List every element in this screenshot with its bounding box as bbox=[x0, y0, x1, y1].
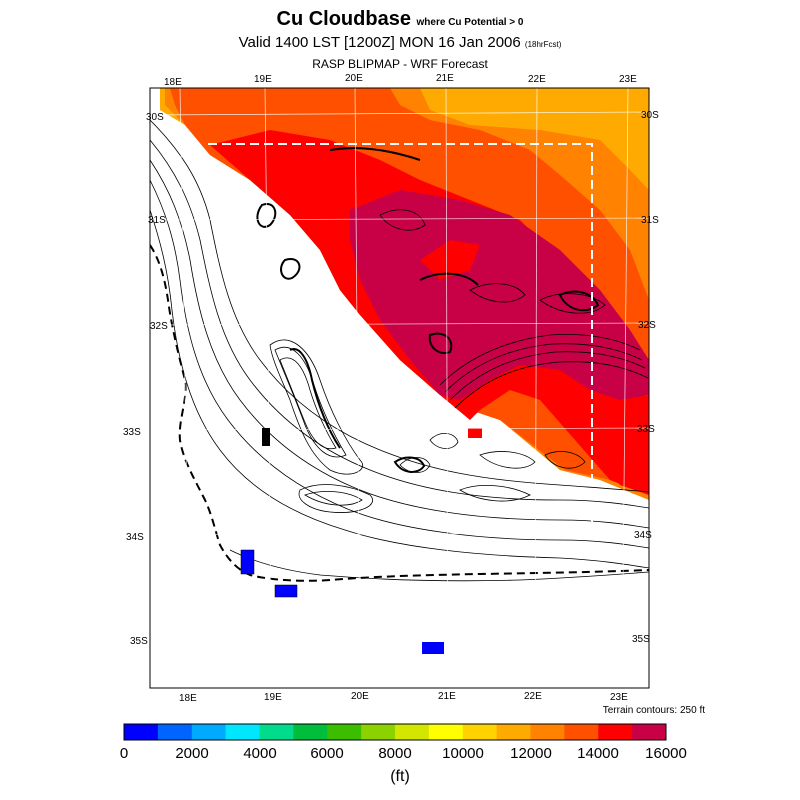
lat-label-left: 34S bbox=[126, 532, 144, 543]
lat-label-left: 35S bbox=[130, 636, 148, 647]
colorbar-cell bbox=[157, 724, 193, 740]
colorbar-tick-label: 10000 bbox=[442, 745, 484, 762]
lat-label-left: 33S bbox=[123, 427, 141, 438]
inner-domain-boundary bbox=[208, 143, 593, 540]
lat-label-right: 31S bbox=[641, 215, 659, 226]
lon-label-bottom: 23E bbox=[610, 692, 628, 703]
colorbar-cell bbox=[225, 724, 261, 740]
colorbar-cell bbox=[530, 724, 565, 740]
colorbar-frame bbox=[123, 723, 667, 741]
lon-label-top: 21E bbox=[436, 73, 454, 84]
colorbar-tick-label: 8000 bbox=[378, 745, 412, 762]
colorbar-tick-label: 4000 bbox=[243, 745, 277, 762]
field-red-inner bbox=[420, 240, 480, 280]
title-main: Cu Cloudbase bbox=[276, 8, 411, 30]
lat-label-left: 30S bbox=[146, 112, 164, 123]
field-crimson bbox=[350, 190, 649, 400]
lat-label-right: 35S bbox=[632, 634, 650, 645]
terrain-contours-note: Terrain contours: 250 ft bbox=[602, 705, 705, 716]
colorbar-cell bbox=[191, 724, 227, 740]
colorbar-cell bbox=[361, 724, 396, 740]
lon-label-top: 18E bbox=[164, 77, 182, 88]
colorbar-tick-label: 2000 bbox=[175, 745, 209, 762]
coastline bbox=[150, 244, 649, 582]
field-red-cell bbox=[468, 428, 482, 438]
lon-label-top: 20E bbox=[345, 73, 363, 84]
valid-text: Valid 1400 LST [1200Z] MON 16 Jan 2006 bbox=[238, 34, 521, 51]
forecast-tag: (18hrFcst) bbox=[524, 40, 562, 49]
lat-label-right: 32S bbox=[638, 320, 656, 331]
colorbar-cell bbox=[293, 724, 328, 740]
colorbar-cell bbox=[259, 724, 294, 740]
colorbar-cell bbox=[327, 724, 362, 740]
lon-label-top: 22E bbox=[528, 74, 546, 85]
colorbar-cell bbox=[496, 724, 532, 740]
lon-label-bottom: 19E bbox=[264, 692, 282, 703]
colorbar-cell bbox=[598, 724, 633, 740]
lat-label-left: 31S bbox=[148, 215, 166, 226]
cloudbase-field bbox=[160, 88, 649, 500]
colorbar-cell bbox=[564, 724, 599, 740]
lat-label-left: 32S bbox=[150, 321, 168, 332]
colorbar-tick-label: 14000 bbox=[577, 745, 619, 762]
colorbar-cell bbox=[632, 724, 667, 740]
lon-label-bottom: 21E bbox=[438, 691, 456, 702]
colorbar-cell bbox=[428, 724, 464, 740]
lon-label-bottom: 22E bbox=[524, 691, 542, 702]
lon-label-bottom: 20E bbox=[351, 691, 369, 702]
thick-contours bbox=[256, 147, 600, 473]
lat-lon-grid bbox=[150, 88, 649, 688]
source-label: RASP BLIPMAP - WRF Forecast bbox=[312, 57, 488, 71]
title-qualifier: where Cu Potential > 0 bbox=[416, 17, 524, 28]
colorbar-tick-label: 12000 bbox=[510, 745, 552, 762]
thick-contour-block bbox=[262, 428, 270, 446]
lon-label-top: 19E bbox=[254, 74, 272, 85]
colorbar-unit: (ft) bbox=[390, 768, 410, 785]
colorbar-tick-label: 6000 bbox=[310, 745, 344, 762]
lat-label-right: 30S bbox=[641, 110, 659, 121]
lon-label-top: 23E bbox=[619, 74, 637, 85]
low-cloudbase-cell bbox=[274, 584, 298, 598]
map-title: Cu Cloudbase where Cu Potential > 0 bbox=[0, 8, 800, 31]
lat-label-right: 33S bbox=[637, 424, 655, 435]
colorbar-cell bbox=[462, 724, 498, 740]
low-cloudbase-cell bbox=[240, 549, 255, 575]
colorbar-cell bbox=[124, 724, 159, 740]
lat-label-right: 34S bbox=[634, 530, 652, 541]
colorbar-cells bbox=[124, 724, 667, 740]
colorbar-cell bbox=[395, 724, 430, 740]
low-cloudbase-cell bbox=[422, 642, 444, 654]
colorbar-tick-label: 16000 bbox=[645, 745, 687, 762]
valid-time: Valid 1400 LST [1200Z] MON 16 Jan 2006 (… bbox=[0, 34, 800, 51]
map-frame bbox=[149, 87, 650, 689]
terrain-contours bbox=[150, 119, 649, 582]
colorbar-tick-label: 0 bbox=[119, 745, 129, 762]
lon-label-bottom: 18E bbox=[179, 693, 197, 704]
